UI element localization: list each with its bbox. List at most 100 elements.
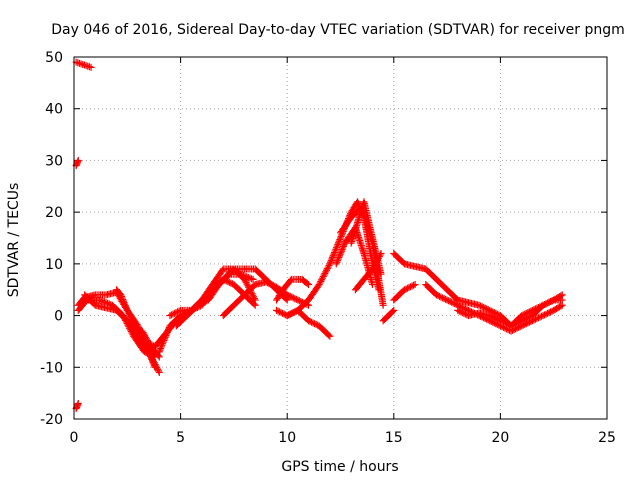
data-point	[97, 297, 105, 305]
x-tick-label: 20	[491, 430, 509, 446]
x-tick-label: 5	[176, 430, 185, 446]
data-point	[128, 316, 136, 324]
data-point	[283, 291, 291, 299]
data-point	[538, 312, 546, 320]
data-point	[541, 300, 549, 308]
data-point	[481, 304, 489, 312]
data-point	[538, 302, 546, 310]
data-point	[331, 247, 339, 255]
data-point	[452, 300, 460, 308]
data-point	[432, 291, 440, 299]
data-point	[158, 341, 166, 349]
data-point	[294, 296, 302, 304]
data-point	[165, 325, 173, 333]
data-point	[262, 278, 270, 286]
data-point	[377, 250, 385, 258]
data-point	[390, 306, 398, 314]
data-point	[534, 303, 542, 311]
data-point	[334, 257, 342, 265]
data-point	[445, 297, 453, 305]
tick-labels: 0 5 10 15 20 25 -20 -10 0 10 20 30 40 50	[40, 50, 616, 446]
plot-frame	[73, 56, 608, 420]
y-axis-label: SDTVAR / TECUs	[6, 183, 22, 298]
data-point	[283, 312, 291, 320]
data-point	[404, 284, 412, 292]
data-point	[544, 299, 552, 307]
data-point	[498, 317, 506, 325]
data-point	[324, 263, 332, 271]
data-point	[155, 348, 163, 356]
data-point	[117, 291, 125, 299]
data-point	[333, 242, 341, 250]
data-point	[369, 263, 377, 271]
data-point	[122, 303, 130, 311]
data-point	[285, 311, 293, 319]
data-point	[145, 349, 153, 357]
data-point	[326, 332, 334, 340]
data-point	[305, 317, 313, 325]
data-point	[227, 279, 235, 287]
data-point	[333, 258, 341, 266]
data-point	[160, 336, 168, 344]
grid	[74, 57, 607, 419]
data-point	[522, 309, 530, 317]
data-point	[495, 316, 503, 324]
data-point	[119, 296, 127, 304]
data-point	[533, 304, 541, 312]
data-point	[530, 316, 538, 324]
data-point	[320, 271, 328, 279]
data-point	[518, 322, 526, 330]
data-point	[292, 295, 300, 303]
data-point	[197, 300, 205, 308]
data-point	[128, 314, 136, 322]
data-point	[536, 313, 544, 321]
data-point	[407, 283, 415, 291]
data-point	[332, 245, 340, 253]
data-point	[309, 319, 317, 327]
data-point	[522, 320, 530, 328]
data-point	[268, 281, 276, 289]
data-point	[139, 329, 147, 337]
data-point	[249, 291, 257, 299]
data-point	[368, 281, 376, 289]
data-point	[269, 282, 277, 290]
data-point	[501, 319, 509, 327]
chart-title: Day 046 of 2016, Sidereal Day-to-day VTE…	[51, 22, 625, 38]
data-point	[263, 279, 271, 287]
data-point	[288, 293, 296, 301]
data-point	[325, 261, 333, 269]
data-point	[408, 282, 416, 290]
y-tick-label: 10	[45, 257, 63, 273]
data-point	[448, 298, 456, 306]
data-point	[172, 309, 180, 317]
data-point	[478, 303, 486, 311]
data-point	[244, 273, 252, 281]
data-point	[534, 314, 542, 322]
data-point	[335, 253, 343, 261]
data-point	[286, 292, 294, 300]
data-point	[291, 308, 299, 316]
data-point	[454, 306, 462, 314]
data-point	[118, 294, 126, 302]
series-arc-19	[390, 281, 419, 304]
data-point	[121, 300, 129, 308]
data-point	[480, 303, 488, 311]
data-point	[241, 272, 249, 280]
data-point	[174, 308, 182, 316]
data-point	[377, 270, 385, 278]
data-point	[443, 296, 451, 304]
data-point	[250, 300, 258, 308]
data-point	[539, 312, 547, 320]
data-point	[279, 309, 287, 317]
data-point	[402, 285, 410, 293]
data-point	[285, 292, 293, 300]
data-point	[151, 363, 159, 371]
data-point	[243, 280, 251, 288]
data-point	[330, 250, 338, 258]
data-point	[536, 303, 544, 311]
data-point	[442, 295, 450, 303]
data-point	[339, 242, 347, 250]
data-point	[129, 317, 137, 325]
data-point	[539, 301, 547, 309]
